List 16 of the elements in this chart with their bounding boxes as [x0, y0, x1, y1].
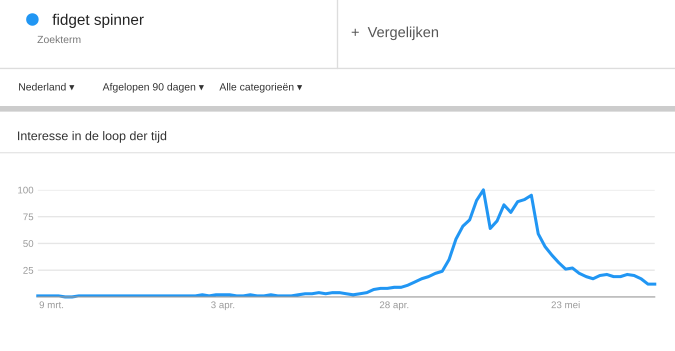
text: Afgelopen 90 dagen ▾: [102, 82, 204, 93]
x-tick-label: 9 mrt.: [40, 301, 64, 308]
y-tick-label: 50: [23, 240, 34, 248]
text: + Vergelijken: [352, 26, 438, 40]
text: Zoekterm: [37, 36, 80, 44]
chart-title: Interesse in de loop der tijd: [18, 131, 166, 143]
y-tick-label: 75: [23, 213, 34, 220]
x-tick-label: 28 apr.: [380, 301, 408, 310]
y-tick-label: 100: [18, 186, 34, 194]
text: Nederland ▾: [19, 82, 74, 91]
legend-label: fidget spinner: [52, 14, 144, 28]
x-tick-label: 23 mei: [552, 301, 580, 308]
line-series: [36, 188, 656, 298]
y-tick-label: 25: [23, 266, 34, 274]
text: Alle categorieën ▾: [219, 82, 302, 93]
x-tick-label: 3 apr.: [211, 301, 234, 310]
